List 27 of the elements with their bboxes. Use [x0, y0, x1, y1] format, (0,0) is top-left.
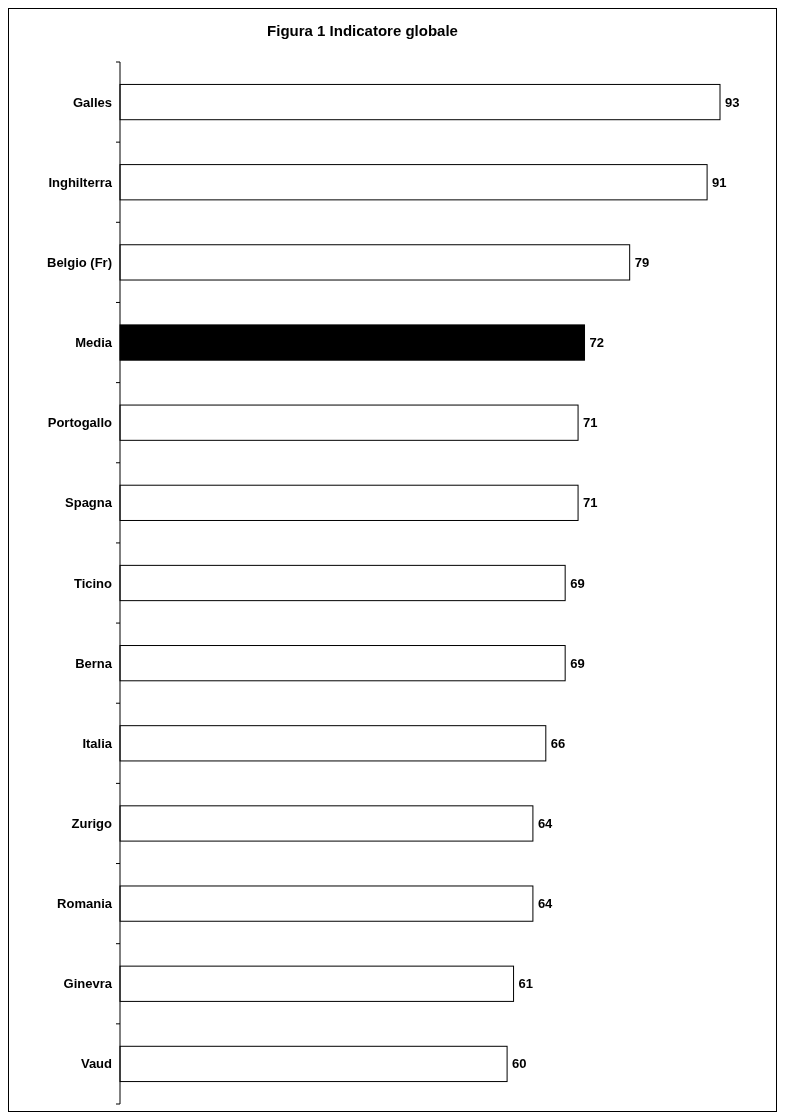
- data-label: 91: [712, 174, 727, 190]
- y-tick-label: Galles: [72, 94, 112, 110]
- y-tick-label: Vaud: [80, 1056, 113, 1072]
- data-label: 69: [570, 655, 585, 671]
- data-label: 64: [537, 896, 554, 912]
- y-tick-label: Zurigo: [71, 816, 113, 832]
- y-tick-label: Spagna: [65, 495, 113, 511]
- y-tick-label: Italia: [82, 735, 113, 751]
- y-tick-label: Portogallo: [47, 415, 113, 431]
- data-label: 60: [512, 1056, 527, 1072]
- y-tick-label: Belgio (Fr): [47, 254, 112, 270]
- data-label: 79: [634, 254, 650, 270]
- data-label: 71: [583, 495, 598, 511]
- y-tick-label: Media: [75, 335, 113, 351]
- y-tick-label: Berna: [75, 655, 113, 671]
- data-label: 72: [589, 335, 604, 351]
- y-tick-label: Ticino: [73, 575, 113, 591]
- chart-title: Figura 1 Indicatore globale: [267, 22, 458, 39]
- data-label: 61: [518, 976, 534, 992]
- data-label: 69: [570, 575, 585, 591]
- data-label: 66: [550, 735, 566, 751]
- y-tick-label: Ginevra: [63, 976, 113, 992]
- y-tick-label: Inghilterra: [48, 174, 113, 190]
- data-label: 71: [583, 415, 598, 431]
- y-tick-label: Romania: [57, 896, 113, 912]
- data-label: 64: [537, 816, 554, 832]
- data-label: 93: [725, 94, 740, 110]
